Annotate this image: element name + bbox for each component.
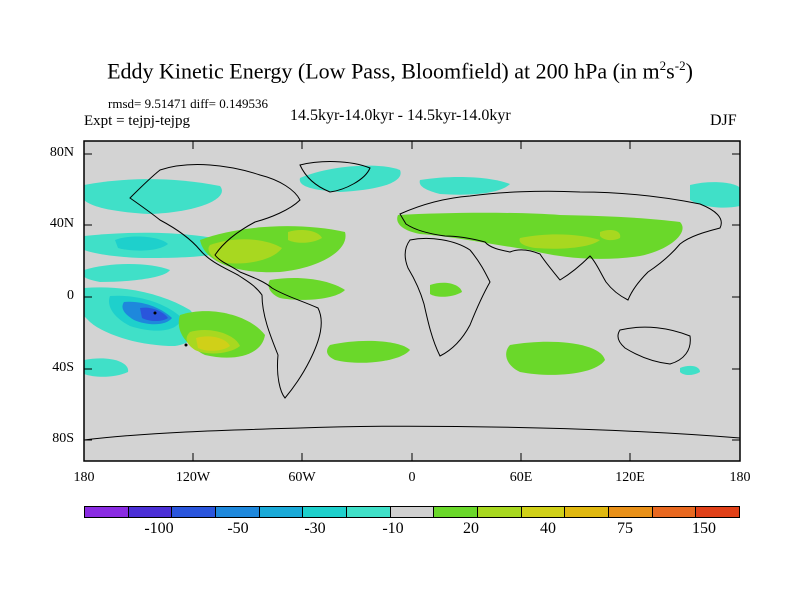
anomaly-fill: [680, 365, 700, 375]
colorbar-swatch: [609, 507, 653, 517]
subtitle: 14.5kyr-14.0kyr - 14.5kyr-14.0kyr: [290, 107, 511, 124]
anomaly-fills: [84, 165, 740, 377]
colorbar-swatch: [347, 507, 391, 517]
colorbar-swatch: [521, 507, 566, 517]
colorbar-swatch: [696, 507, 740, 517]
lon-label: 0: [408, 470, 416, 485]
colorbar-swatch: [303, 507, 348, 517]
anomaly-fill: [115, 236, 168, 251]
lon-label: 180: [729, 470, 751, 485]
map-title: Eddy Kinetic Energy (Low Pass, Bloomfiel…: [107, 58, 693, 84]
season-label: DJF: [710, 112, 737, 129]
colorbar-label: -100: [144, 520, 174, 537]
anomaly-fill: [288, 230, 322, 243]
colorbar-label: 75: [617, 520, 633, 537]
anomaly-fill: [84, 358, 129, 377]
colorbar-label: 150: [692, 520, 716, 537]
colorbar-swatch: [85, 507, 129, 517]
anomaly-fill: [84, 179, 222, 214]
lat-label: 40S: [52, 360, 74, 375]
colorbar-label: 40: [540, 520, 556, 537]
colorbar-label: 20: [463, 520, 479, 537]
lon-label: 120E: [615, 470, 645, 485]
anomaly-fill: [430, 282, 462, 297]
colorbar-swatch: [652, 507, 697, 517]
marker-dot: [153, 311, 157, 315]
stats-text: rmsd= 9.51471 diff= 0.149536: [108, 96, 268, 111]
lon-label: 120W: [175, 470, 211, 485]
anomaly-fill: [196, 336, 230, 351]
colorbar-swatch: [390, 507, 435, 517]
colorbar-swatch: [565, 507, 610, 517]
anomaly-fill: [140, 307, 168, 321]
axis-ticks: [84, 141, 740, 461]
colorbar-swatch: [259, 507, 304, 517]
lon-label: 60W: [288, 470, 316, 485]
colorbar-label: -50: [227, 520, 249, 537]
colorbar-swatch: [172, 507, 217, 517]
anomaly-fill: [208, 239, 282, 264]
lon-label: 180: [73, 470, 95, 485]
colorbar-swatch: [216, 507, 260, 517]
anomaly-fill: [299, 165, 401, 192]
lat-label: 40N: [49, 216, 74, 231]
colorbar: [84, 506, 740, 518]
experiment-label: Expt = tejpj-tejpg: [84, 113, 190, 129]
marker-dot: [184, 343, 188, 347]
anomaly-fill: [419, 176, 510, 195]
anomaly-fill: [327, 340, 410, 363]
anomaly-fill: [690, 182, 740, 208]
anomaly-fill: [600, 230, 621, 241]
anomaly-fill: [506, 341, 605, 375]
anomaly-fill: [519, 234, 600, 249]
anomaly-fill: [84, 264, 170, 282]
lat-label: 80N: [49, 145, 74, 160]
colorbar-swatch: [434, 507, 479, 517]
colorbar-swatch: [478, 507, 522, 517]
lat-label: 0: [67, 288, 74, 303]
colorbar-swatch: [128, 507, 173, 517]
lat-label: 80S: [52, 431, 74, 446]
colorbar-label: -10: [382, 520, 404, 537]
anomaly-fill: [268, 278, 345, 300]
lon-label: 60E: [509, 470, 533, 485]
colorbar-label: -30: [304, 520, 326, 537]
coastlines: [84, 161, 740, 441]
